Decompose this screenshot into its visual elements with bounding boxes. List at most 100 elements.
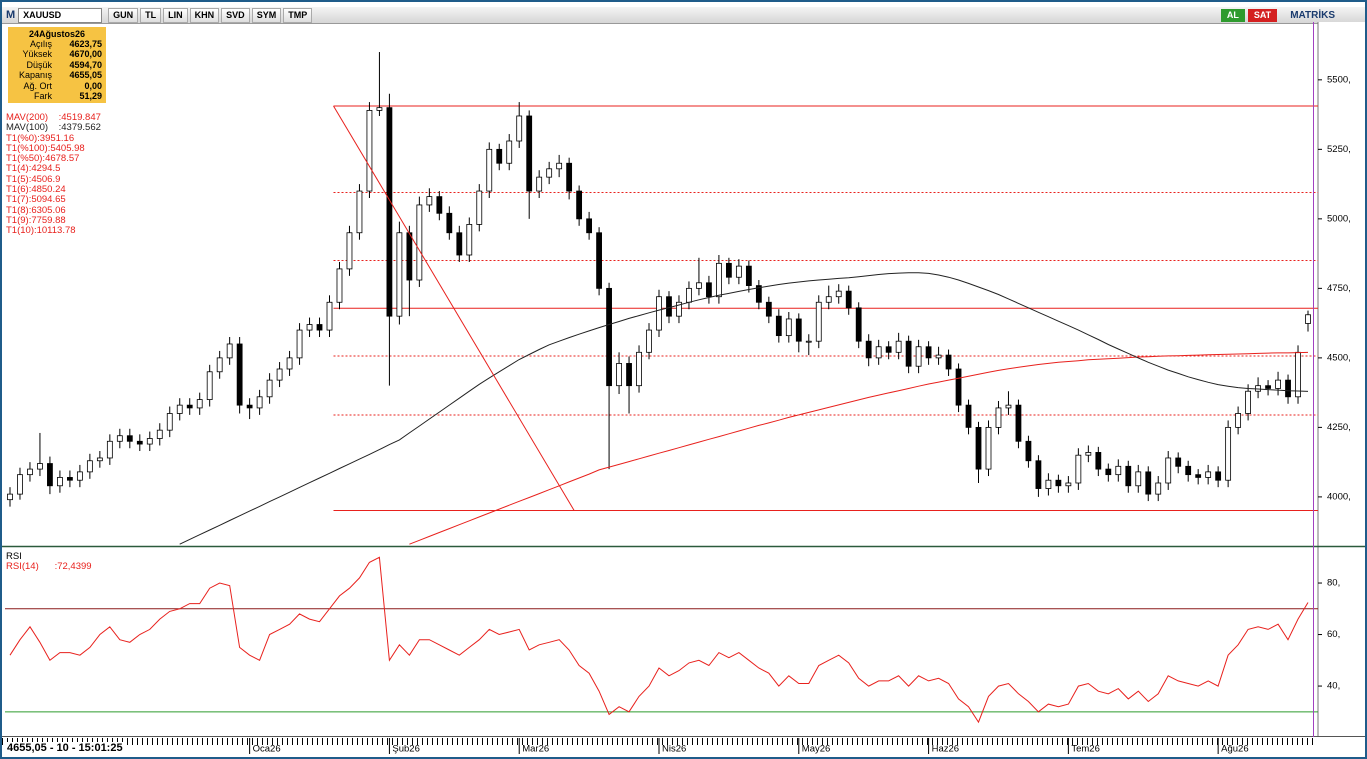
toolbar-button[interactable]: SVD xyxy=(221,7,250,23)
candle-body xyxy=(855,307,862,342)
candle-body xyxy=(526,115,533,192)
y-tick-label: 4000, xyxy=(1327,491,1351,502)
candle-body xyxy=(765,301,772,317)
info-value: 4594,70 xyxy=(69,59,102,70)
info-label: Fark xyxy=(34,91,52,102)
candle-body xyxy=(915,346,922,367)
candle-body xyxy=(426,196,433,206)
trendline xyxy=(333,105,575,511)
candle-body xyxy=(1215,471,1222,481)
candle-body xyxy=(176,404,183,414)
candle-body xyxy=(316,324,323,331)
info-row: Ağ. Ort 0,00 xyxy=(8,81,106,91)
candle-body xyxy=(775,315,782,337)
candle-body xyxy=(17,474,23,495)
candle-body xyxy=(556,162,563,170)
legend-entry: T1(9):7759.88 xyxy=(6,214,66,226)
legend-entry: T1(%0):3951.16 xyxy=(6,132,75,144)
candle-body xyxy=(616,363,622,387)
candle-body xyxy=(985,426,992,470)
candle-body xyxy=(935,354,942,359)
candle-body xyxy=(755,285,762,303)
x-tick-label: Ağu26 xyxy=(1221,744,1248,755)
candle-body xyxy=(37,463,43,470)
candle-body xyxy=(636,351,642,387)
candle-body xyxy=(1035,460,1042,489)
info-row: Yüksek 4670,00 xyxy=(8,49,106,59)
candle-body xyxy=(306,324,313,331)
legend-entry: T1(6):4850.24 xyxy=(6,184,66,196)
candle-body xyxy=(586,218,593,234)
candle-body xyxy=(96,457,103,462)
candle-body xyxy=(725,262,732,278)
trade-button[interactable]: AL xyxy=(1220,8,1245,22)
toolbar: M XAUUSD GUN TL LIN KHN SVD SYM TMP AL SAT MATRİKS xyxy=(2,7,1365,24)
candle-body xyxy=(466,224,473,256)
candle-body xyxy=(745,265,752,286)
candle-body xyxy=(506,140,513,164)
toolbar-button[interactable]: LIN xyxy=(163,7,188,23)
candle-body xyxy=(326,301,333,331)
legend-entry: T1(%100):5405.98 xyxy=(6,142,85,154)
candle-body xyxy=(1145,471,1152,495)
indicator-legend: MAV(200) :4519.847 MAV(100) :4379.562 T1(%… xyxy=(6,112,101,237)
candle-body xyxy=(446,212,453,234)
rsi-legend: RSI RSI(14) :72,4399 xyxy=(6,551,92,573)
candle-body xyxy=(785,318,792,337)
candle-body xyxy=(905,340,912,367)
candle-body xyxy=(1155,482,1162,495)
candle-body xyxy=(805,340,812,343)
legend-entry: T1(4):4294.5 xyxy=(6,163,61,175)
info-label: Düşük xyxy=(26,59,52,70)
x-tick-label: Nis26 xyxy=(662,744,686,755)
toolbar-button[interactable]: SYM xyxy=(251,7,282,23)
candle-body xyxy=(1265,385,1271,389)
toolbar-right: AL SAT MATRİKS xyxy=(1220,8,1335,22)
toolbar-button[interactable]: KHN xyxy=(189,7,220,23)
candle-body xyxy=(885,346,892,353)
candle-body xyxy=(1075,454,1082,484)
y-tick-label: 60, xyxy=(1327,629,1340,640)
candle-body xyxy=(1295,351,1301,398)
candle-body xyxy=(146,438,153,445)
candle-body xyxy=(895,340,902,353)
candle-body xyxy=(276,368,283,381)
rsi-legend-entry: RSI(14) :72,4399 xyxy=(6,561,92,573)
candle-body xyxy=(346,232,353,270)
candle-body xyxy=(1005,404,1012,409)
legend-entry: T1(8):6305.06 xyxy=(6,204,66,216)
candle-body xyxy=(845,290,852,309)
moving-average xyxy=(409,351,1309,545)
candle-body xyxy=(116,435,123,442)
info-row: Açılış 4623,75 xyxy=(8,39,106,49)
candle-body xyxy=(226,343,233,359)
candle-body xyxy=(795,318,802,342)
info-row: Fark 51,29 xyxy=(8,91,106,101)
toolbar-button[interactable]: TMP xyxy=(283,7,313,23)
y-tick-label: 5250, xyxy=(1327,144,1351,155)
candle-body xyxy=(1125,465,1132,487)
candle-body xyxy=(696,282,702,289)
symbol-box[interactable]: XAUUSD xyxy=(18,7,103,23)
toolbar-button[interactable]: GUN xyxy=(108,7,139,23)
legend-entry: T1(%50):4678.57 xyxy=(6,153,80,165)
y-tick-label: 4750, xyxy=(1327,283,1351,294)
candle-body xyxy=(1225,426,1232,481)
candle-body xyxy=(76,471,83,481)
candle-body xyxy=(106,440,113,459)
candle-body xyxy=(286,357,293,370)
trade-button[interactable]: SAT xyxy=(1247,8,1278,22)
candle-body xyxy=(266,379,273,398)
candle-body xyxy=(835,290,842,298)
toolbar-button[interactable]: TL xyxy=(140,7,162,23)
candle-body xyxy=(536,176,543,192)
candle-body xyxy=(925,346,932,359)
series-line xyxy=(9,556,1309,724)
y-tick-label: 40, xyxy=(1327,681,1340,692)
candle-body xyxy=(156,429,163,439)
info-label: Ağ. Ort xyxy=(23,80,52,91)
candle-body xyxy=(47,463,53,487)
candle-body xyxy=(386,107,393,317)
y-tick-label: 5500, xyxy=(1327,74,1351,85)
